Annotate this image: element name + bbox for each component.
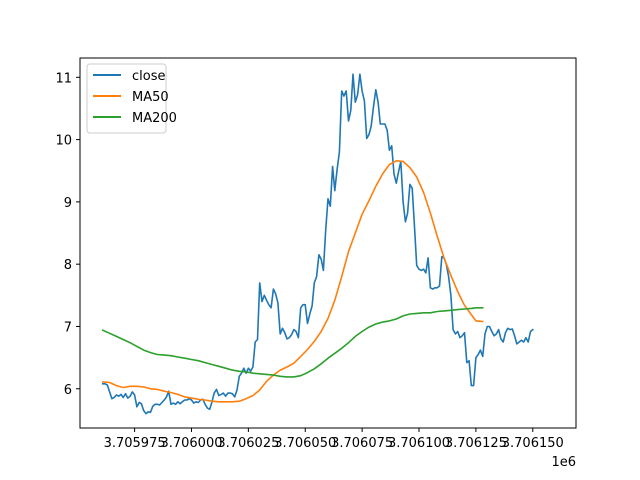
- legend-label-ma200: MA200: [132, 111, 177, 126]
- legend: close MA50 MA200: [86, 63, 177, 134]
- x-tick-label: 3.706000: [160, 436, 222, 451]
- y-tick-label: 6: [64, 383, 72, 398]
- x-axis: 3.7059753.7060003.7060253.7060503.706075…: [104, 428, 564, 451]
- legend-items: close MA50 MA200: [93, 69, 177, 126]
- series-layer: [101, 73, 534, 415]
- plot-frame: [79, 57, 577, 429]
- x-tick-label: 3.706075: [331, 436, 393, 451]
- y-tick-label: 7: [64, 320, 72, 335]
- x-tick-label: 3.706125: [445, 436, 507, 451]
- x-tick-label: 3.706025: [217, 436, 279, 451]
- y-axis: 6 7 8 9 10 11: [55, 71, 80, 398]
- x-tick-label: 3.706150: [502, 436, 564, 451]
- legend-box: [86, 63, 167, 134]
- legend-label-close: close: [132, 69, 165, 84]
- series-line-ma200: [101, 307, 484, 378]
- x-offset-label: 1e6: [551, 455, 576, 470]
- y-tick-label: 9: [64, 196, 72, 211]
- y-tick-label: 10: [55, 134, 72, 149]
- x-tick-label: 3.706100: [388, 436, 450, 451]
- y-tick-label: 11: [55, 71, 72, 86]
- legend-label-ma50: MA50: [132, 90, 169, 105]
- series-line-ma50: [101, 160, 484, 403]
- x-tick-label: 3.705975: [104, 436, 166, 451]
- x-tick-label: 3.706050: [274, 436, 336, 451]
- y-tick-label: 8: [64, 258, 72, 273]
- series-line-close: [102, 73, 534, 415]
